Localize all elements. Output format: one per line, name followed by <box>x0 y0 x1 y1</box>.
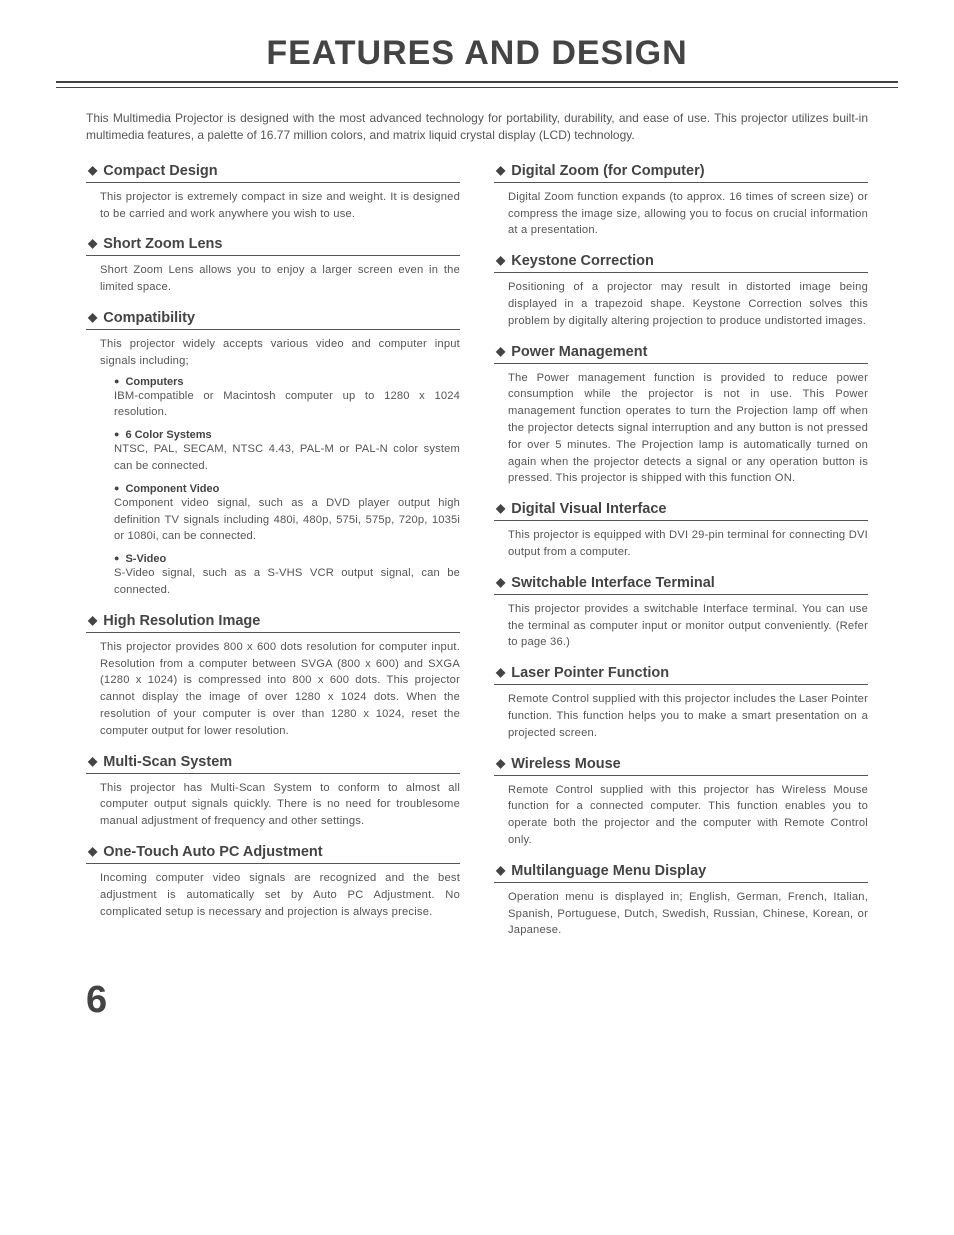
diamond-icon: ◆ <box>496 665 505 679</box>
feature-title: ◆Laser Pointer Function <box>494 665 868 685</box>
sub-item: 6 Color SystemsNTSC, PAL, SECAM, NTSC 4.… <box>114 429 460 475</box>
sub-item-body: IBM-compatible or Macintosh computer up … <box>114 388 460 422</box>
feature-block: ◆Digital Zoom (for Computer) Digital Zoom… <box>494 163 868 239</box>
diamond-icon: ◆ <box>496 575 505 589</box>
feature-block: ◆Keystone Correction Positioning of a pro… <box>494 253 868 329</box>
feature-body: Incoming computer video signals are reco… <box>86 870 460 920</box>
feature-block: ◆Laser Pointer Function Remote Control su… <box>494 665 868 741</box>
feature-block: ◆Digital Visual Interface This projector … <box>494 501 868 561</box>
feature-body: Remote Control supplied with this projec… <box>494 782 868 849</box>
diamond-icon: ◆ <box>496 501 505 515</box>
sub-item: ComputersIBM-compatible or Macintosh com… <box>114 376 460 422</box>
sub-item-title: Component Video <box>114 483 460 495</box>
feature-body: This projector is extremely compact in s… <box>86 189 460 223</box>
feature-body: This projector widely accepts various vi… <box>86 336 460 370</box>
sub-list: ComputersIBM-compatible or Macintosh com… <box>86 376 460 599</box>
sub-item-title: Computers <box>114 376 460 388</box>
feature-title: ◆One-Touch Auto PC Adjustment <box>86 844 460 864</box>
feature-title: ◆Compatibility <box>86 310 460 330</box>
feature-title: ◆Keystone Correction <box>494 253 868 273</box>
left-column: ◆Compact Design This projector is extreme… <box>86 163 460 953</box>
feature-block: ◆Short Zoom Lens Short Zoom Lens allows y… <box>86 236 460 296</box>
diamond-icon: ◆ <box>88 613 97 627</box>
feature-title: ◆Switchable Interface Terminal <box>494 575 868 595</box>
feature-title: ◆Multi-Scan System <box>86 754 460 774</box>
feature-body: Remote Control supplied with this projec… <box>494 691 868 741</box>
diamond-icon: ◆ <box>496 344 505 358</box>
diamond-icon: ◆ <box>496 863 505 877</box>
diamond-icon: ◆ <box>496 163 505 177</box>
page-number: 6 <box>86 979 898 1022</box>
intro-paragraph: This Multimedia Projector is designed wi… <box>86 110 868 145</box>
sub-item: S-VideoS-Video signal, such as a S-VHS V… <box>114 553 460 599</box>
feature-block: ◆High Resolution Image This projector pro… <box>86 613 460 740</box>
feature-title: ◆High Resolution Image <box>86 613 460 633</box>
feature-title: ◆Wireless Mouse <box>494 756 868 776</box>
feature-body: Digital Zoom function expands (to approx… <box>494 189 868 239</box>
feature-body: Positioning of a projector may result in… <box>494 279 868 329</box>
feature-block: ◆Switchable Interface Terminal This proje… <box>494 575 868 651</box>
feature-block: ◆Power Management The Power management fu… <box>494 344 868 488</box>
sub-item: Component VideoComponent video signal, s… <box>114 483 460 545</box>
feature-title: ◆Power Management <box>494 344 868 364</box>
diamond-icon: ◆ <box>88 844 97 858</box>
diamond-icon: ◆ <box>88 163 97 177</box>
feature-block: ◆One-Touch Auto PC Adjustment Incoming co… <box>86 844 460 920</box>
feature-body: Operation menu is displayed in; English,… <box>494 889 868 939</box>
feature-block: ◆Multi-Scan System This projector has Mul… <box>86 754 460 830</box>
feature-title: ◆Digital Visual Interface <box>494 501 868 521</box>
feature-body: This projector provides a switchable Int… <box>494 601 868 651</box>
feature-body: This projector is equipped with DVI 29-p… <box>494 527 868 561</box>
sub-item-title: S-Video <box>114 553 460 565</box>
diamond-icon: ◆ <box>88 236 97 250</box>
feature-body: Short Zoom Lens allows you to enjoy a la… <box>86 262 460 296</box>
sub-item-title: 6 Color Systems <box>114 429 460 441</box>
feature-block: ◆Compatibility This projector widely acce… <box>86 310 460 599</box>
feature-columns: ◆Compact Design This projector is extreme… <box>56 163 898 953</box>
feature-block: ◆Compact Design This projector is extreme… <box>86 163 460 223</box>
diamond-icon: ◆ <box>496 756 505 770</box>
feature-title: ◆Short Zoom Lens <box>86 236 460 256</box>
sub-item-body: Component video signal, such as a DVD pl… <box>114 495 460 545</box>
feature-block: ◆Wireless Mouse Remote Control supplied w… <box>494 756 868 849</box>
feature-title: ◆Compact Design <box>86 163 460 183</box>
title-underline <box>56 81 898 88</box>
feature-block: ◆Multilanguage Menu Display Operation men… <box>494 863 868 939</box>
sub-item-body: S-Video signal, such as a S-VHS VCR outp… <box>114 565 460 599</box>
feature-body: This projector has Multi-Scan System to … <box>86 780 460 830</box>
right-column: ◆Digital Zoom (for Computer) Digital Zoom… <box>494 163 868 953</box>
diamond-icon: ◆ <box>88 754 97 768</box>
diamond-icon: ◆ <box>496 253 505 267</box>
feature-body: The Power management function is provide… <box>494 370 868 488</box>
page-title: FEATURES AND DESIGN <box>56 34 898 73</box>
feature-title: ◆Digital Zoom (for Computer) <box>494 163 868 183</box>
feature-title: ◆Multilanguage Menu Display <box>494 863 868 883</box>
sub-item-body: NTSC, PAL, SECAM, NTSC 4.43, PAL-M or PA… <box>114 441 460 475</box>
feature-body: This projector provides 800 x 600 dots r… <box>86 639 460 740</box>
diamond-icon: ◆ <box>88 310 97 324</box>
